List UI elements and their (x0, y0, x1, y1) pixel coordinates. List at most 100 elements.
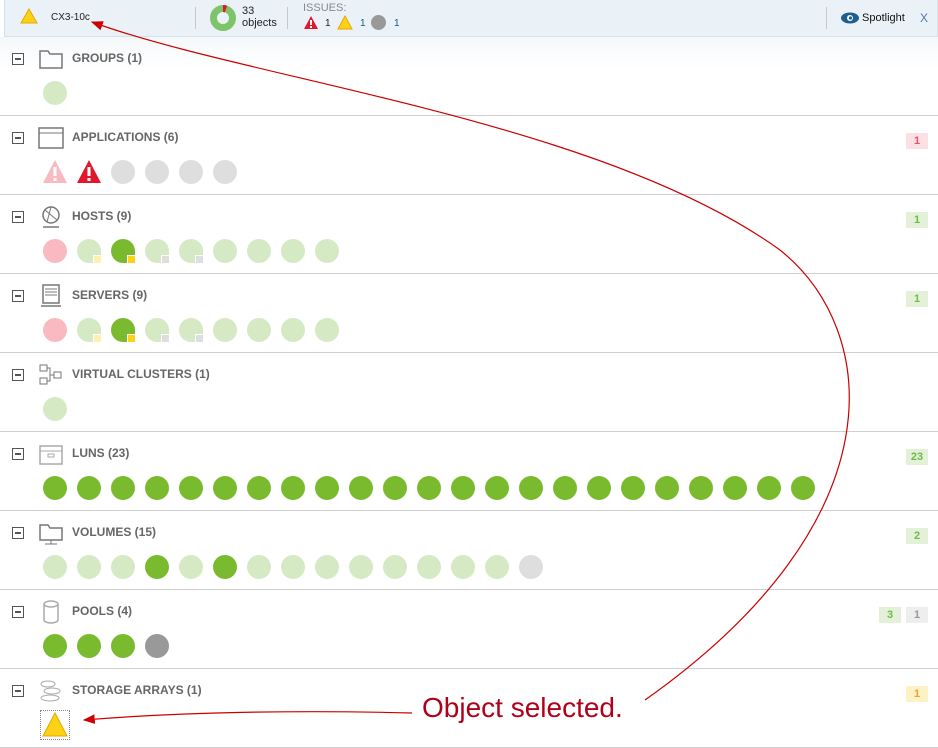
spotlight-button[interactable]: Spotlight (862, 12, 905, 24)
object-dot[interactable] (111, 160, 135, 184)
object-dot[interactable] (77, 555, 101, 579)
object-dot[interactable] (145, 555, 169, 579)
object-dot[interactable] (145, 634, 169, 658)
object-dot[interactable] (43, 81, 67, 105)
object-dot[interactable] (485, 555, 509, 579)
collapse-button[interactable] (12, 211, 24, 223)
object-dot[interactable] (179, 160, 203, 184)
close-button[interactable]: X (920, 11, 929, 25)
critical-object-icon[interactable] (75, 158, 103, 186)
section-title: VOLUMES (15) (72, 525, 157, 539)
object-dot[interactable] (519, 555, 543, 579)
object-dot[interactable] (43, 397, 67, 421)
object-dot[interactable] (791, 476, 815, 500)
object-dot[interactable] (179, 555, 203, 579)
objects-donut-icon (210, 5, 236, 31)
object-dot[interactable] (417, 476, 441, 500)
object-dot[interactable] (111, 555, 135, 579)
object-dot[interactable] (111, 318, 136, 343)
globe-icon (42, 206, 60, 228)
grey-count-badge[interactable]: 1 (906, 607, 928, 623)
object-dot[interactable] (213, 239, 237, 263)
object-dot[interactable] (179, 476, 203, 500)
object-dot[interactable] (315, 555, 339, 579)
object-dot[interactable] (77, 318, 102, 343)
object-dot[interactable] (145, 476, 169, 500)
object-dot[interactable] (77, 239, 102, 264)
object-dot[interactable] (179, 318, 204, 343)
object-dot[interactable] (213, 555, 237, 579)
green-count-badge[interactable]: 23 (906, 449, 928, 465)
green-count-badge[interactable]: 2 (906, 528, 928, 544)
object-dot[interactable] (451, 476, 475, 500)
object-dot[interactable] (451, 555, 475, 579)
object-dot[interactable] (43, 318, 67, 342)
object-dot[interactable] (281, 318, 305, 342)
object-dot[interactable] (689, 476, 713, 500)
unknown-icon[interactable] (371, 15, 386, 30)
object-dot[interactable] (485, 476, 509, 500)
object-dot[interactable] (621, 476, 645, 500)
eye-icon[interactable] (841, 12, 859, 24)
object-dot[interactable] (213, 476, 237, 500)
object-dot[interactable] (111, 239, 136, 264)
warning-object-icon[interactable] (40, 710, 70, 740)
green-count-badge[interactable]: 1 (906, 291, 928, 307)
object-dot[interactable] (77, 476, 101, 500)
collapse-button[interactable] (12, 606, 24, 618)
object-dot[interactable] (723, 476, 747, 500)
object-dot[interactable] (77, 634, 101, 658)
collapse-button[interactable] (12, 448, 24, 460)
object-dot[interactable] (213, 318, 237, 342)
object-dot[interactable] (519, 476, 543, 500)
unknown-count: 1 (394, 18, 400, 29)
collapse-button[interactable] (12, 527, 24, 539)
object-dot[interactable] (43, 239, 67, 263)
object-dot[interactable] (43, 476, 67, 500)
green-count-badge[interactable]: 3 (879, 607, 901, 623)
object-dot[interactable] (247, 555, 271, 579)
object-dot[interactable] (247, 476, 271, 500)
object-dot[interactable] (281, 476, 305, 500)
object-dot[interactable] (315, 476, 339, 500)
collapse-button[interactable] (12, 369, 24, 381)
yellow-count-badge[interactable]: 1 (906, 686, 928, 702)
object-dot[interactable] (587, 476, 611, 500)
object-dot[interactable] (417, 555, 441, 579)
object-dot[interactable] (383, 476, 407, 500)
object-dot[interactable] (179, 239, 204, 264)
window-icon (38, 127, 64, 149)
object-dot[interactable] (655, 476, 679, 500)
section-title: HOSTS (9) (72, 209, 132, 223)
collapse-button[interactable] (12, 53, 24, 65)
object-dot[interactable] (213, 160, 237, 184)
object-dot[interactable] (111, 634, 135, 658)
object-dot[interactable] (315, 239, 339, 263)
critical-icon[interactable] (303, 15, 319, 30)
object-dot[interactable] (247, 318, 271, 342)
object-dot[interactable] (145, 239, 170, 264)
red-count-badge[interactable]: 1 (906, 133, 928, 149)
green-count-badge[interactable]: 1 (906, 212, 928, 228)
object-dot[interactable] (349, 555, 373, 579)
collapse-button[interactable] (12, 685, 24, 697)
object-dot[interactable] (247, 239, 271, 263)
object-dot[interactable] (349, 476, 373, 500)
collapse-button[interactable] (12, 132, 24, 144)
object-dot[interactable] (281, 555, 305, 579)
object-dot[interactable] (315, 318, 339, 342)
object-dot[interactable] (145, 318, 170, 343)
selected-object-name[interactable]: CX3-10c (51, 12, 90, 23)
section-title: GROUPS (1) (72, 51, 143, 65)
collapse-button[interactable] (12, 290, 24, 302)
object-dot[interactable] (111, 476, 135, 500)
object-dot[interactable] (757, 476, 781, 500)
object-dot[interactable] (281, 239, 305, 263)
object-dot[interactable] (383, 555, 407, 579)
critical-object-icon[interactable] (41, 158, 69, 186)
warning-icon[interactable] (337, 15, 353, 30)
object-dot[interactable] (145, 160, 169, 184)
object-dot[interactable] (43, 555, 67, 579)
object-dot[interactable] (553, 476, 577, 500)
object-dot[interactable] (43, 634, 67, 658)
